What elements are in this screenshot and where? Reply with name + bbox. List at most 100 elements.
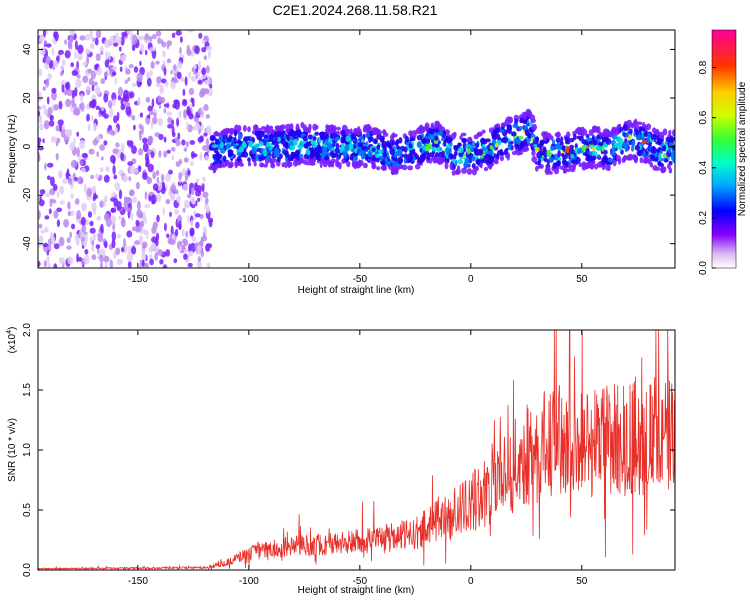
noise-speckle	[87, 123, 91, 132]
ridge-speckle	[309, 161, 316, 166]
noise-speckle	[205, 114, 210, 119]
ridge-speckle	[639, 157, 644, 164]
noise-speckle	[171, 119, 175, 126]
noise-speckle	[163, 67, 167, 76]
ridge-speckle	[523, 146, 529, 152]
noise-speckle	[149, 47, 156, 52]
ridge-speckle	[585, 134, 590, 139]
noise-speckle	[201, 184, 205, 193]
noise-speckle	[188, 186, 192, 196]
colorbar-tick-label: 0.4	[698, 160, 709, 174]
colorbar-ticks: 0.0 0.2 0.4 0.6 0.8	[698, 60, 716, 275]
noise-speckle	[80, 216, 86, 226]
noise-speckle	[179, 46, 182, 55]
noise-speckle	[203, 79, 210, 85]
noise-speckle	[48, 120, 55, 127]
snr-x-tick-label: -50	[353, 576, 368, 587]
noise-speckle	[96, 151, 99, 158]
noise-speckle	[183, 248, 189, 253]
ridge-speckle	[550, 135, 554, 141]
noise-speckle	[148, 195, 152, 202]
noise-speckle	[200, 194, 203, 202]
ridge-speckle	[658, 152, 662, 160]
noise-speckle	[100, 223, 104, 234]
noise-speckle	[89, 227, 96, 234]
ridge-speckle	[488, 155, 494, 163]
ridge-speckle	[437, 123, 443, 131]
noise-speckle	[80, 160, 83, 165]
noise-speckle	[83, 183, 87, 194]
noise-speckle	[131, 82, 138, 87]
snr-x-tick-label: -100	[239, 576, 259, 587]
ridge-speckle	[294, 149, 300, 157]
noise-speckle	[104, 261, 108, 268]
noise-speckle	[38, 146, 44, 151]
noise-speckle	[170, 147, 176, 152]
noise-speckle	[193, 210, 197, 221]
ridge-speckle	[475, 158, 482, 165]
noise-speckle	[77, 52, 83, 61]
ridge-speckle	[299, 153, 304, 158]
noise-speckle	[163, 264, 167, 268]
snr-y-tick-label: 0.5	[22, 503, 33, 517]
ridge-speckle	[350, 134, 356, 140]
noise-speckle	[94, 37, 99, 46]
noise-speckle	[176, 117, 180, 127]
ridge-speckle	[661, 145, 666, 152]
ridge-speckle	[341, 129, 346, 138]
noise-speckle	[66, 245, 72, 250]
ridge-speckle	[290, 151, 295, 157]
noise-speckle	[135, 219, 140, 227]
noise-speckle	[190, 187, 195, 196]
noise-speckle	[79, 103, 83, 109]
ridge-speckle	[431, 146, 438, 152]
noise-speckle	[145, 262, 149, 268]
ridge-speckle	[513, 138, 518, 143]
ridge-speckle	[220, 141, 224, 149]
ridge-speckle	[662, 128, 668, 136]
noise-speckle	[49, 176, 55, 187]
noise-speckle	[142, 259, 145, 268]
noise-speckle	[49, 114, 54, 121]
noise-speckle	[138, 211, 143, 219]
ridge-speckle	[466, 148, 471, 155]
noise-speckle	[66, 88, 73, 97]
ridge-speckle	[266, 141, 270, 148]
noise-speckle	[96, 215, 101, 221]
ridge-speckle	[341, 158, 346, 164]
noise-speckle	[95, 105, 101, 110]
ridge-speckle	[597, 161, 603, 168]
noise-speckle	[63, 89, 68, 96]
spectrogram-y-tick-label: 40	[22, 43, 33, 55]
ridge-speckle	[503, 149, 508, 156]
noise-speckle	[157, 249, 164, 256]
noise-speckle	[38, 210, 41, 220]
ridge-speckle	[507, 143, 512, 150]
ridge-speckle	[380, 165, 387, 171]
ridge-speckle	[610, 149, 616, 157]
noise-speckle	[111, 239, 116, 249]
noise-speckle	[115, 32, 119, 39]
ridge-speckle	[330, 158, 336, 164]
ridge-speckle	[506, 124, 512, 130]
noise-speckle	[138, 148, 144, 156]
noise-speckle	[74, 198, 80, 205]
noise-speckle	[90, 70, 96, 80]
ridge-speckle	[437, 131, 444, 136]
ridge-speckle	[253, 161, 257, 167]
ridge-speckle	[371, 164, 375, 169]
noise-speckle	[151, 49, 157, 60]
noise-speckle	[205, 243, 210, 252]
ridge-speckle	[303, 143, 309, 149]
noise-speckle	[144, 39, 151, 44]
noise-speckle	[123, 196, 128, 203]
ridge-speckle	[405, 135, 409, 143]
noise-speckle	[133, 66, 139, 73]
noise-speckle	[53, 243, 60, 250]
noise-speckle	[129, 165, 135, 175]
ridge-speckle	[454, 151, 458, 156]
noise-speckle	[70, 159, 78, 168]
ridge-speckle	[424, 122, 430, 130]
ridge-speckle	[285, 128, 290, 133]
ridge-speckle	[578, 162, 582, 167]
